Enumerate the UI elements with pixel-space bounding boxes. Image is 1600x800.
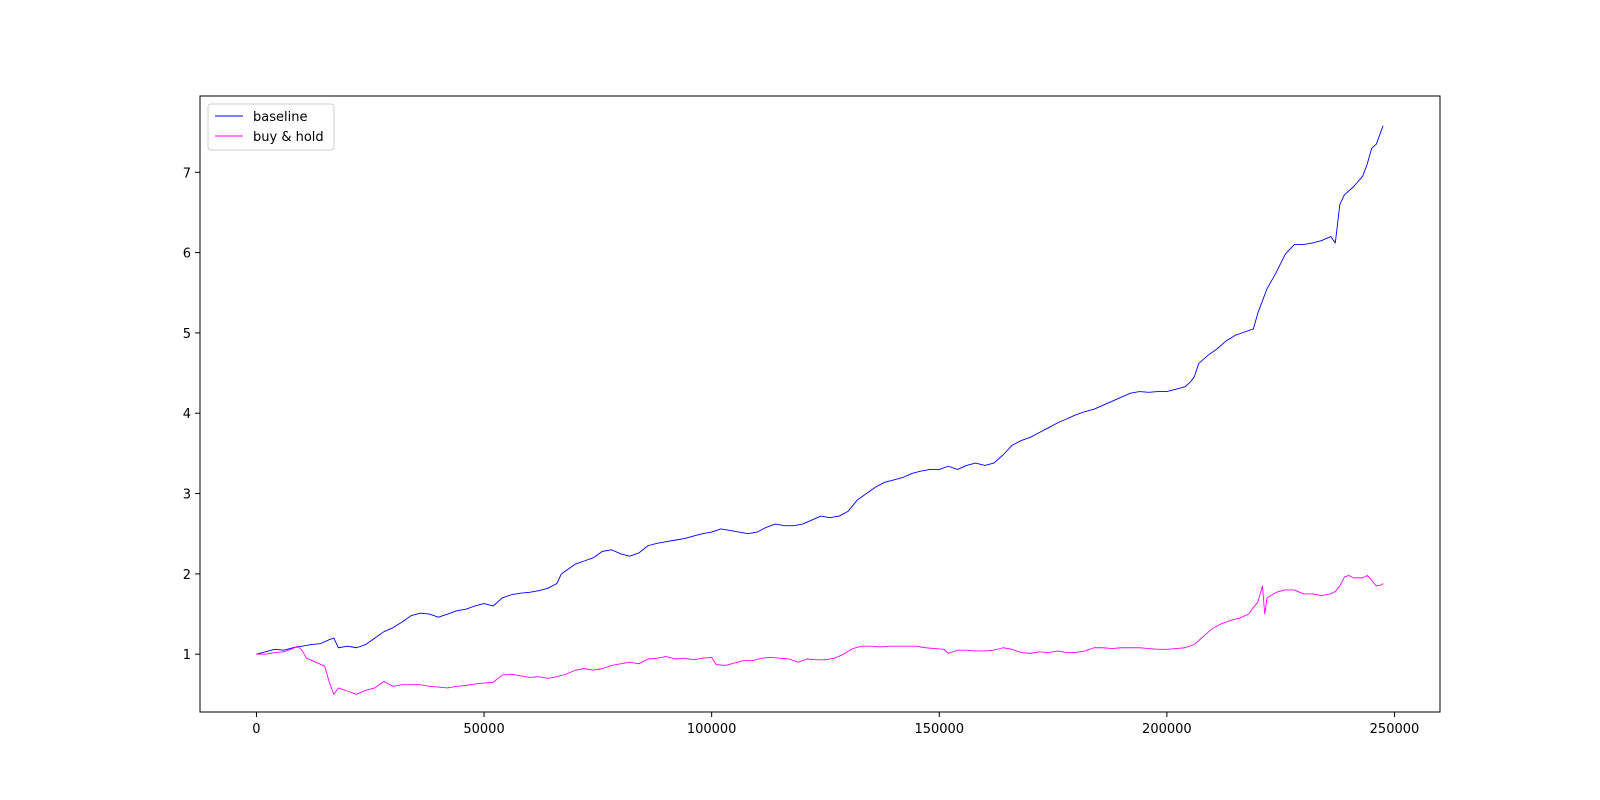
y-tick-label-1: 2 bbox=[183, 568, 191, 583]
legend-label-0: baseline bbox=[253, 110, 307, 125]
x-tick-label-2: 100000 bbox=[687, 722, 737, 737]
x-tick-label-1: 50000 bbox=[463, 722, 504, 737]
x-tick-label-3: 150000 bbox=[914, 722, 964, 737]
legend-label-1: buy & hold bbox=[253, 130, 324, 145]
series-layer bbox=[256, 125, 1384, 695]
axes-layer: 0 50000 100000 150000 200000 250000 1 2 3 4 5 6 7 bbox=[183, 166, 1420, 737]
y-tick-label-6: 7 bbox=[183, 166, 191, 181]
x-tick-label-5: 250000 bbox=[1370, 722, 1420, 737]
y-tick-label-5: 6 bbox=[183, 247, 191, 262]
y-tick-label-2: 3 bbox=[183, 488, 191, 503]
x-tick-label-0: 0 bbox=[252, 722, 260, 737]
series-line-0 bbox=[256, 125, 1384, 655]
series-line-1 bbox=[256, 575, 1384, 695]
x-tick-label-4: 200000 bbox=[1142, 722, 1192, 737]
legend: baseline buy & hold bbox=[207, 103, 335, 151]
plot-area bbox=[199, 95, 1441, 713]
y-tick-label-4: 5 bbox=[183, 327, 191, 342]
y-tick-label-0: 1 bbox=[183, 648, 191, 663]
y-tick-label-3: 4 bbox=[183, 407, 191, 422]
